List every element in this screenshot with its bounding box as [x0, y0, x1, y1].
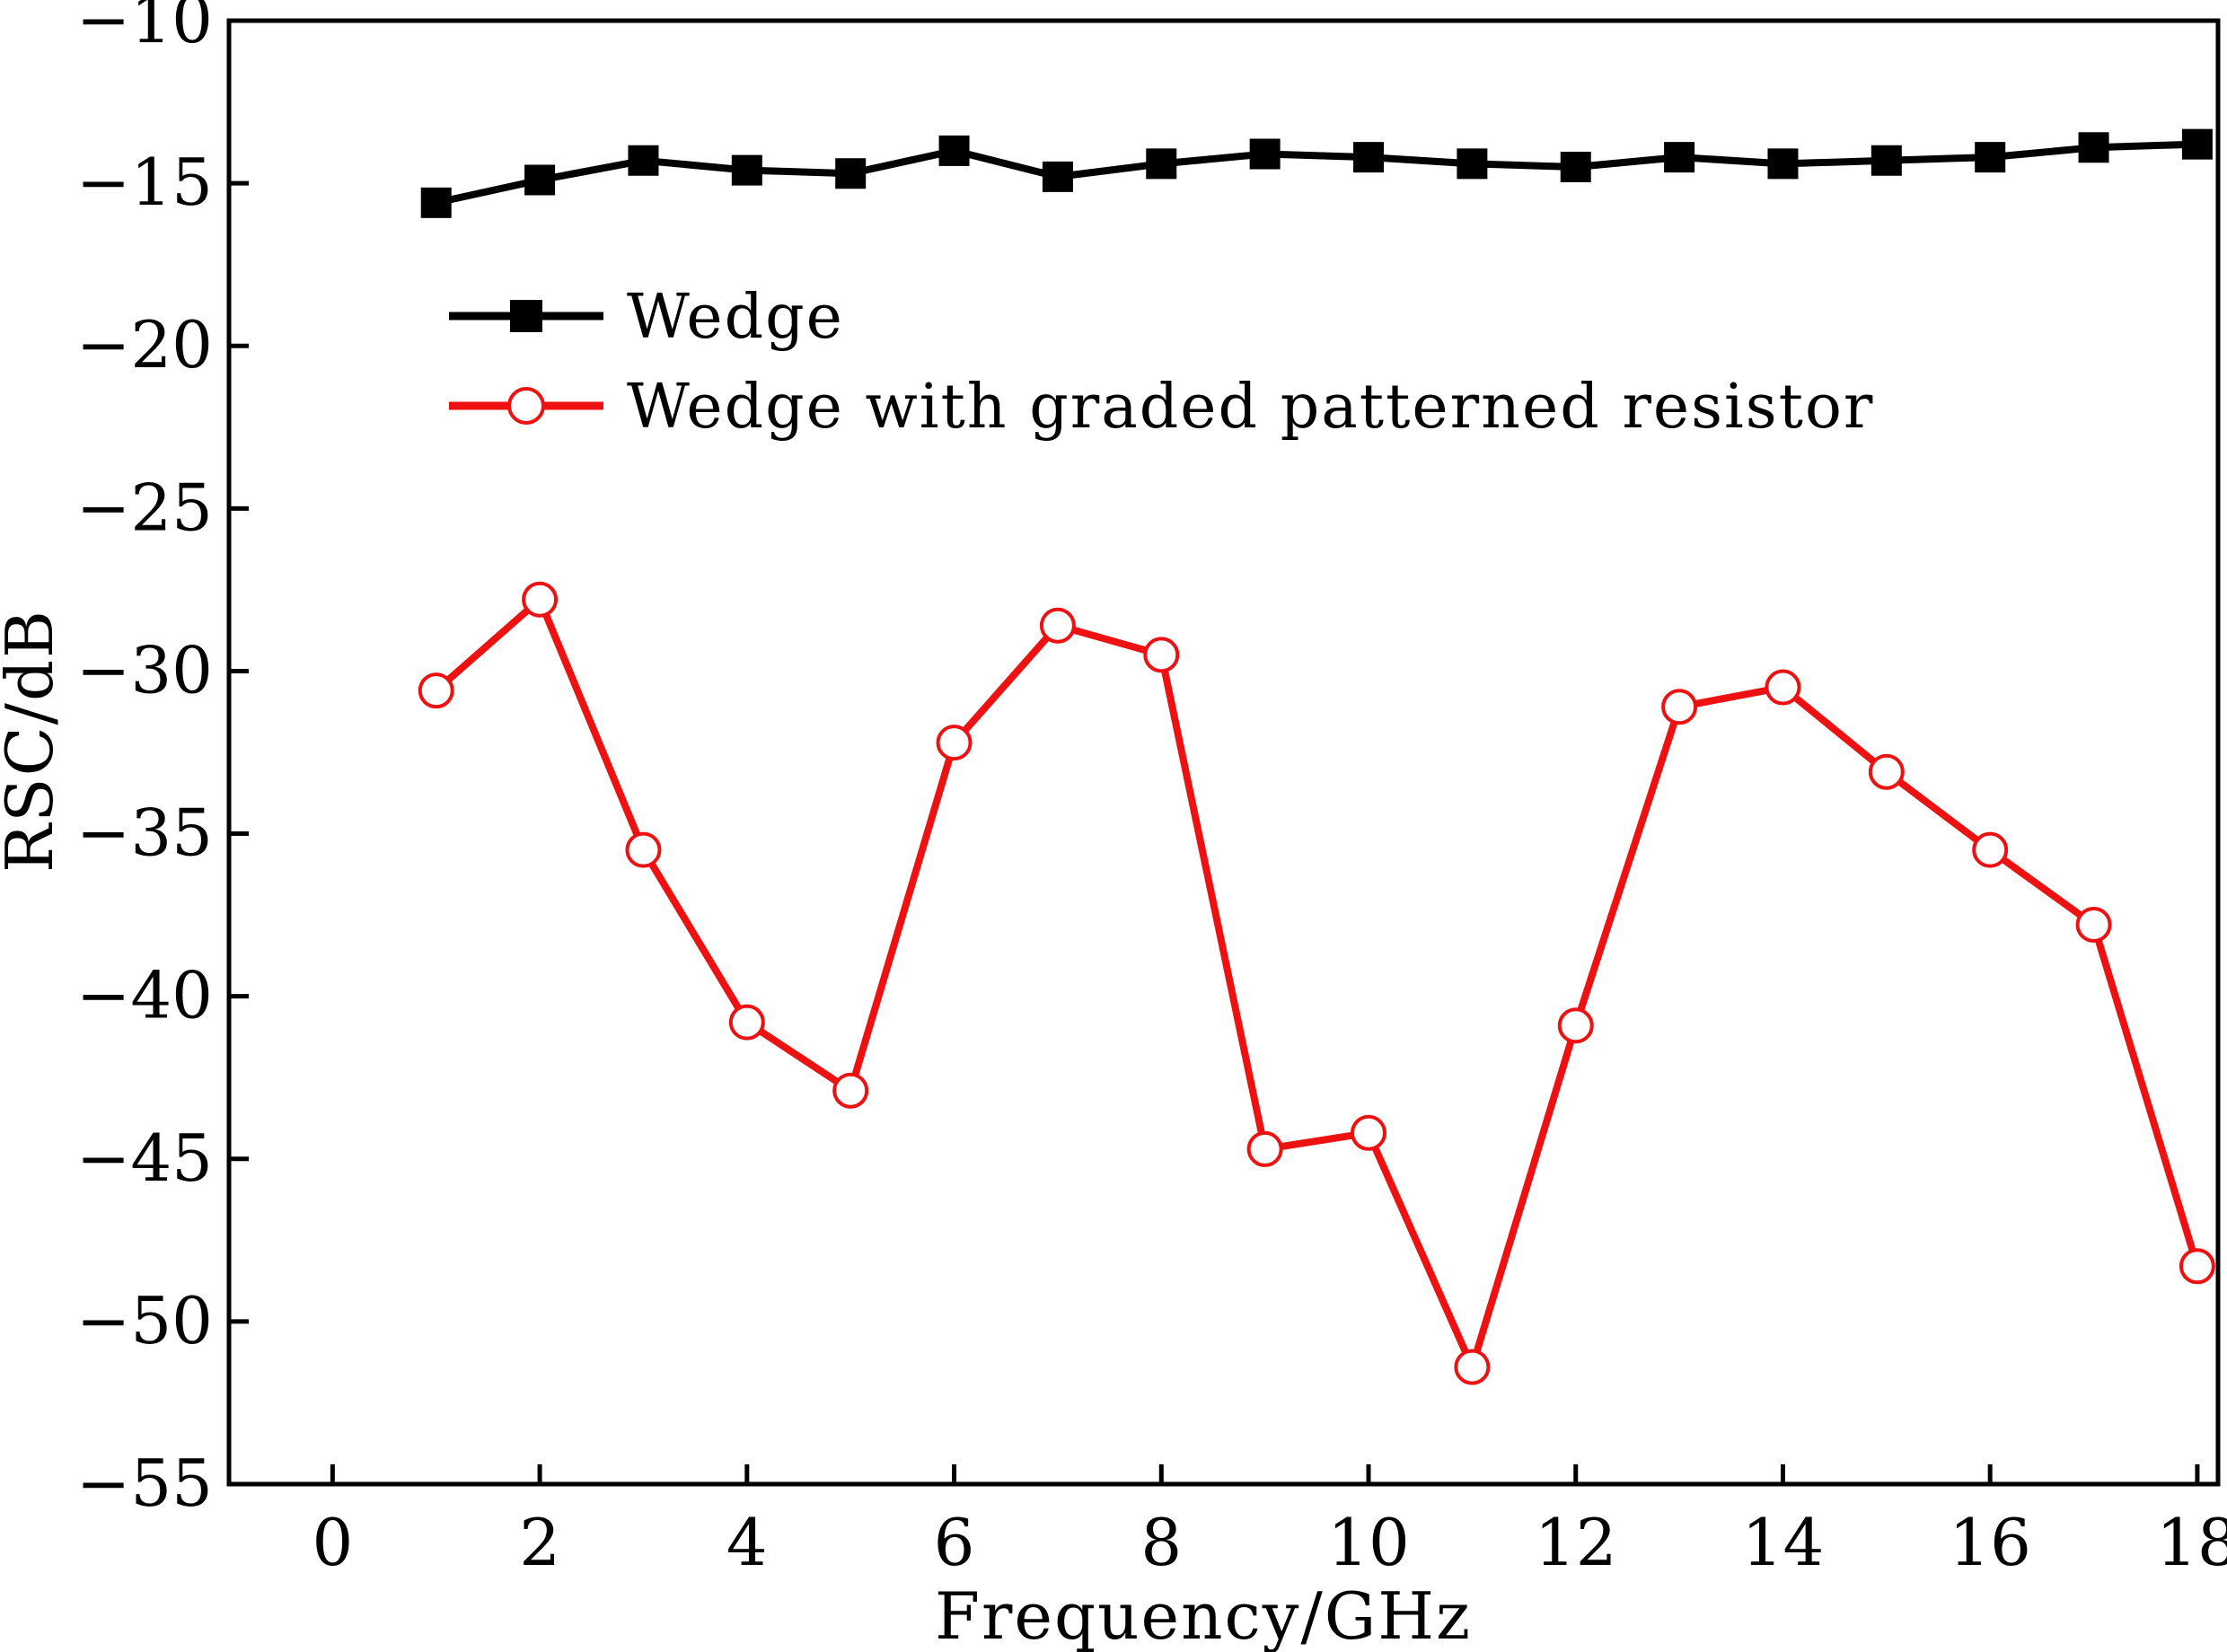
y-tick-label: −20 [76, 307, 213, 382]
y-tick-label: −35 [76, 795, 213, 871]
data-point [1353, 142, 1385, 173]
data-point [728, 1004, 765, 1041]
x-tick-label: 12 [1535, 1505, 1617, 1580]
y-tick-label: −10 [76, 0, 213, 57]
data-point [1765, 669, 1801, 706]
data-point [1146, 148, 1177, 180]
data-point [1042, 161, 1073, 192]
y-tick-label: −40 [76, 958, 213, 1033]
y-tick-label: −25 [76, 470, 213, 545]
data-point [418, 672, 454, 709]
data-point [1454, 1349, 1491, 1385]
y-tick-label: −50 [76, 1283, 213, 1358]
data-point [2075, 906, 2112, 943]
x-tick-label: 0 [312, 1505, 353, 1580]
data-point [1972, 831, 2009, 868]
legend-item: Wedge [449, 282, 844, 353]
y-axis-title: RSC/dB [0, 609, 67, 873]
data-point [1246, 1130, 1283, 1167]
y-tick-label: −15 [76, 145, 213, 220]
data-point [936, 725, 973, 761]
data-point [1249, 138, 1281, 170]
data-point [1560, 152, 1591, 182]
series-line [435, 140, 2198, 206]
y-tick-label: −55 [76, 1446, 213, 1521]
x-tick-label: 8 [1140, 1505, 1182, 1580]
data-point [2179, 1248, 2215, 1285]
series-wedge [420, 128, 2213, 218]
x-tick-label: 18 [2156, 1505, 2227, 1580]
data-point [2078, 132, 2109, 163]
series-line [434, 595, 2201, 1371]
x-axis-title: Frequency/GHz [935, 1578, 1472, 1652]
series-wedge-with-graded-patterned-resistor [418, 581, 2215, 1385]
x-tick-label: 10 [1327, 1505, 1410, 1580]
x-axis-ticks: 0 2 4 6 8 10 12 14 16 18 [312, 1464, 2227, 1580]
x-tick-label: 6 [934, 1505, 975, 1580]
data-point [2181, 128, 2213, 160]
data-point [1868, 753, 1905, 790]
series-layer [418, 128, 2215, 1385]
legend: Wedge Wedge with graded patterned resisto… [449, 282, 1874, 443]
legend-label: Wedge with graded patterned resistor [627, 372, 1874, 443]
legend-marker [507, 387, 545, 425]
y-tick-label: −30 [76, 632, 213, 707]
data-point [835, 158, 867, 189]
data-point [625, 831, 662, 868]
data-point [1871, 145, 1902, 176]
data-point [1143, 637, 1180, 673]
data-point [1351, 1114, 1387, 1151]
legend-label: Wedge [627, 282, 844, 353]
legend-item: Wedge with graded patterned resistor [449, 372, 1874, 443]
data-point [1039, 607, 1076, 644]
data-point [938, 135, 970, 166]
data-point [1457, 148, 1488, 180]
x-tick-label: 4 [726, 1505, 768, 1580]
y-axis-ticks: −10 −15 −20 −25 −30 −35 −40 −45 −50 −55 [76, 0, 249, 1521]
legend-marker [510, 300, 542, 332]
data-point [522, 581, 559, 618]
data-point [1975, 142, 2006, 173]
data-point [1664, 142, 1695, 173]
data-point [1557, 1007, 1594, 1044]
data-point [628, 145, 659, 176]
data-point [524, 164, 556, 196]
plot-area [226, 18, 2221, 1487]
x-tick-label: 14 [1742, 1505, 1825, 1580]
y-tick-label: −45 [76, 1120, 213, 1196]
data-point [1661, 689, 1698, 725]
data-point [1767, 148, 1799, 180]
x-tick-label: 2 [519, 1505, 560, 1580]
data-point [420, 187, 452, 218]
x-tick-label: 16 [1949, 1505, 2031, 1580]
data-point [832, 1072, 869, 1109]
data-point [731, 154, 762, 186]
